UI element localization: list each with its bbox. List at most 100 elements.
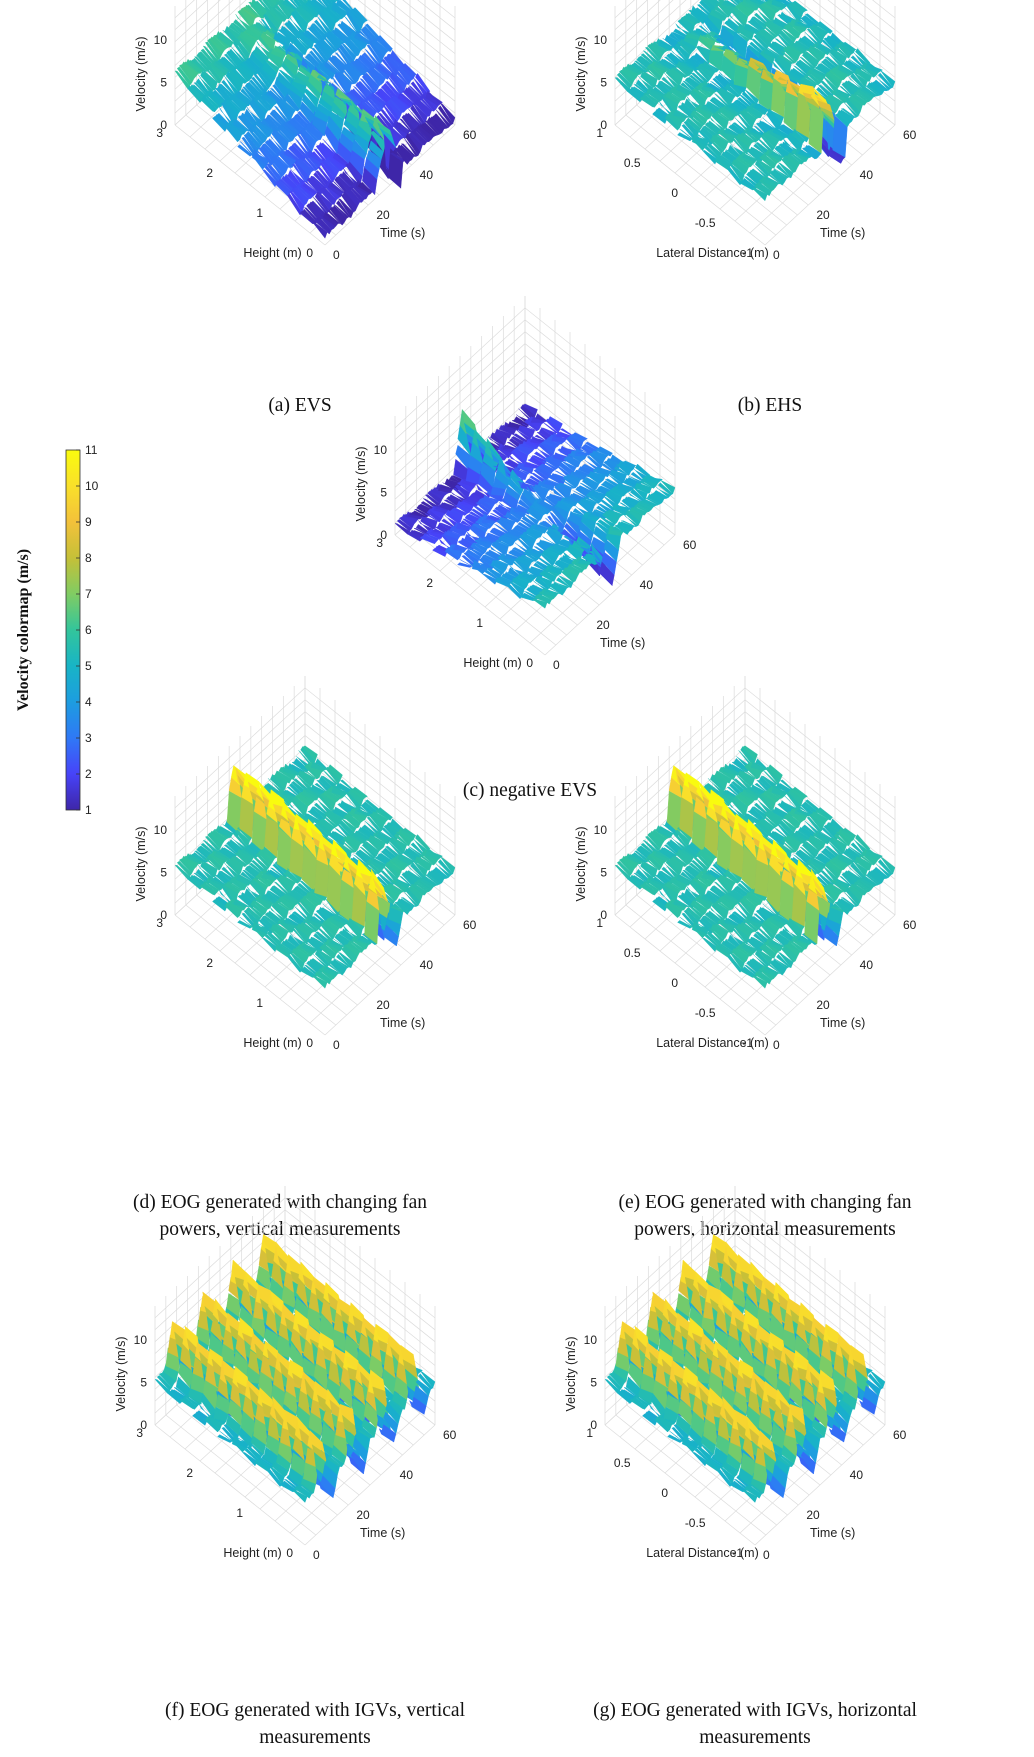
surface-cell bbox=[611, 1369, 627, 1384]
surface-cell bbox=[394, 901, 410, 915]
surface-cell bbox=[411, 129, 428, 146]
surface-cell bbox=[873, 79, 889, 92]
surface-cell bbox=[156, 1375, 173, 1391]
surface-cell bbox=[743, 789, 759, 801]
surface-cell bbox=[861, 851, 877, 866]
surface-cell bbox=[558, 482, 575, 489]
surface-cell bbox=[785, 44, 801, 60]
surface-cell bbox=[561, 460, 577, 472]
surface-cell bbox=[511, 577, 527, 590]
z-tick-label: 5 bbox=[600, 76, 607, 90]
surface-cell bbox=[315, 66, 331, 81]
caption-eog-igv-vertical: (f) EOG generated with IGVs, vertical me… bbox=[165, 1700, 465, 1748]
surface-cell bbox=[212, 899, 228, 912]
surface-cell bbox=[880, 856, 896, 875]
surface-cell bbox=[384, 100, 400, 122]
surface-cell bbox=[644, 836, 661, 852]
surface-cell bbox=[421, 533, 438, 544]
surface-cell bbox=[673, 899, 689, 908]
surface-cell bbox=[775, 69, 791, 83]
surface-cell bbox=[584, 477, 600, 489]
surface-cell bbox=[366, 149, 382, 170]
surface-cell bbox=[551, 581, 567, 593]
surface-cell bbox=[813, 811, 829, 822]
surface-cell bbox=[683, 34, 699, 48]
chart-panel-eog-fan-vertical: 0 5 10 Velocity (m/s) 0 1 2 3 Height (m) 0 20 40 60 T… bbox=[130, 676, 530, 1170]
x-axis-label: Time (s) bbox=[820, 1016, 865, 1030]
surface-cell bbox=[237, 144, 253, 157]
surface-cell bbox=[542, 461, 558, 471]
surface-cell bbox=[298, 1482, 315, 1495]
surface-cell bbox=[621, 66, 637, 81]
surface-cell bbox=[302, 154, 319, 171]
surface-cell bbox=[541, 569, 557, 582]
surface-cell bbox=[681, 38, 697, 51]
surface-cell bbox=[531, 598, 548, 609]
surface-cell bbox=[280, 123, 296, 141]
surface-cell bbox=[786, 3, 802, 24]
surface-cell bbox=[416, 124, 432, 142]
surface-cell bbox=[687, 905, 704, 919]
surface-cell bbox=[163, 1363, 179, 1382]
surface-cell bbox=[348, 186, 365, 203]
surface-cell bbox=[453, 544, 469, 550]
surface-cell bbox=[322, 1462, 338, 1489]
y-tick-label: 2 bbox=[206, 166, 213, 180]
surface-cell bbox=[437, 859, 454, 876]
y-axis-label: Height (m) bbox=[223, 1546, 281, 1560]
surface-cell bbox=[496, 429, 512, 439]
surface-cell bbox=[253, 857, 269, 872]
surface-cell bbox=[422, 875, 439, 886]
surface-cell bbox=[265, 9, 281, 30]
surface-cell bbox=[403, 890, 419, 907]
surface-cell bbox=[616, 72, 633, 89]
surface-cell bbox=[651, 41, 667, 53]
surface-cell bbox=[388, 126, 404, 140]
surface-cell bbox=[867, 850, 883, 858]
surface-cell bbox=[280, 895, 296, 910]
surface-cell bbox=[342, 190, 358, 212]
surface-cell bbox=[264, 817, 280, 858]
surface-cell bbox=[304, 764, 320, 780]
surface-cell bbox=[262, 846, 278, 859]
z-axis-label: Velocity (m/s) bbox=[574, 36, 588, 111]
z-tick-label: 10 bbox=[134, 1333, 148, 1347]
surface-cell bbox=[306, 79, 322, 100]
surface-cell bbox=[661, 847, 678, 858]
surface-cell bbox=[732, 6, 749, 26]
surface-cell bbox=[296, 1484, 312, 1499]
surface-cell bbox=[759, 155, 775, 169]
surface-cell bbox=[761, 131, 778, 149]
surface-cell bbox=[692, 110, 708, 125]
surface-cell bbox=[357, 182, 373, 195]
surface-cell bbox=[834, 901, 850, 915]
surface-cell bbox=[348, 9, 364, 30]
surface-cell bbox=[221, 847, 238, 858]
surface-cell bbox=[555, 500, 572, 513]
surface-cell bbox=[334, 958, 350, 969]
surface-cell bbox=[294, 794, 311, 807]
z-tick-label: 10 bbox=[594, 823, 608, 837]
z-tick-label: 0 bbox=[140, 1418, 147, 1432]
surface-cell bbox=[751, 975, 768, 989]
colorbar-tick-label: 11 bbox=[85, 443, 98, 457]
surface-cell bbox=[562, 567, 578, 582]
surface-cell bbox=[599, 517, 616, 528]
surface-cell bbox=[161, 1369, 177, 1384]
surface-cell bbox=[237, 35, 253, 55]
surface-cell bbox=[861, 64, 877, 78]
surface-cell bbox=[326, 114, 342, 143]
x-tick-label: 60 bbox=[903, 128, 917, 142]
surface-cell bbox=[831, 857, 847, 870]
surface-cell bbox=[269, 1466, 285, 1485]
surface-cell bbox=[756, 970, 772, 985]
surface-cell bbox=[666, 91, 683, 101]
surface-cell bbox=[412, 102, 428, 124]
surface-cell bbox=[568, 563, 585, 573]
surface-cell bbox=[211, 829, 227, 842]
surface-cell bbox=[316, 949, 333, 965]
surface-cell bbox=[282, 97, 298, 112]
surface-cell bbox=[760, 28, 776, 40]
